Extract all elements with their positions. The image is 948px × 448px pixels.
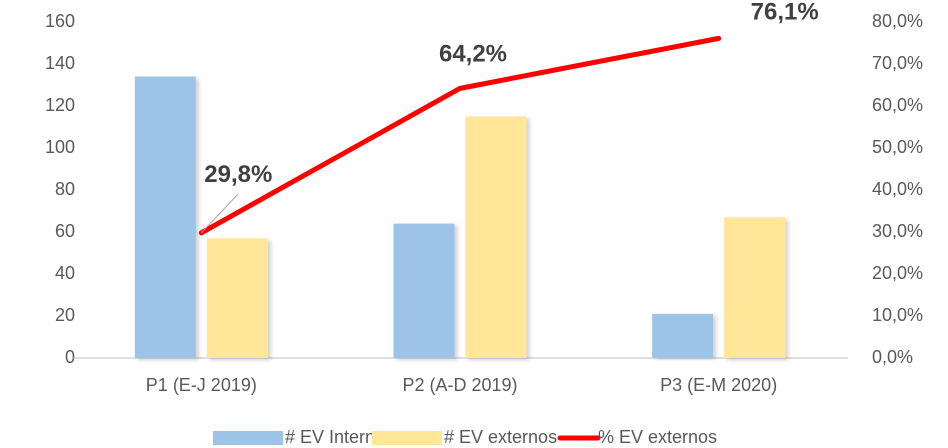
data-label: 29,8% — [204, 161, 272, 188]
bar — [393, 223, 455, 358]
data-label: 64,2% — [439, 41, 507, 68]
bar — [652, 313, 714, 358]
y-tick-label: 160 — [45, 11, 75, 31]
line — [198, 35, 722, 236]
y2-tick-label: 60,0% — [872, 95, 923, 115]
y2-tick-label: 80,0% — [872, 11, 923, 31]
legend-swatch — [213, 431, 283, 445]
y-tick-label: 140 — [45, 53, 75, 73]
bar — [465, 116, 527, 358]
legend-label: # EV externos — [444, 427, 557, 447]
legend-label: % EV externos — [598, 427, 717, 447]
x-tick-label: P2 (A-D 2019) — [402, 375, 517, 395]
legend-label: # EV Internos — [285, 427, 394, 447]
y2-tick-label: 30,0% — [872, 221, 923, 241]
y-tick-label: 40 — [55, 263, 75, 283]
y2-tick-label: 0,0% — [872, 347, 913, 367]
y-tick-label: 20 — [55, 305, 75, 325]
y2-tick-label: 20,0% — [872, 263, 923, 283]
bar — [724, 217, 786, 358]
leader-line — [200, 193, 239, 234]
y-tick-label: 0 — [65, 347, 75, 367]
bar — [134, 76, 196, 358]
data-label: 76,1% — [751, 0, 819, 26]
bar — [206, 238, 268, 358]
y2-tick-label: 70,0% — [872, 53, 923, 73]
y-tick-label: 120 — [45, 95, 75, 115]
y2-tick-label: 10,0% — [872, 305, 923, 325]
y2-tick-label: 50,0% — [872, 137, 923, 157]
x-tick-label: P3 (E-M 2020) — [660, 375, 777, 395]
x-tick-label: P1 (E-J 2019) — [146, 375, 257, 395]
y-tick-label: 100 — [45, 137, 75, 157]
y-tick-label: 60 — [55, 221, 75, 241]
y-tick-label: 80 — [55, 179, 75, 199]
y2-tick-label: 40,0% — [872, 179, 923, 199]
legend-swatch — [372, 431, 442, 445]
